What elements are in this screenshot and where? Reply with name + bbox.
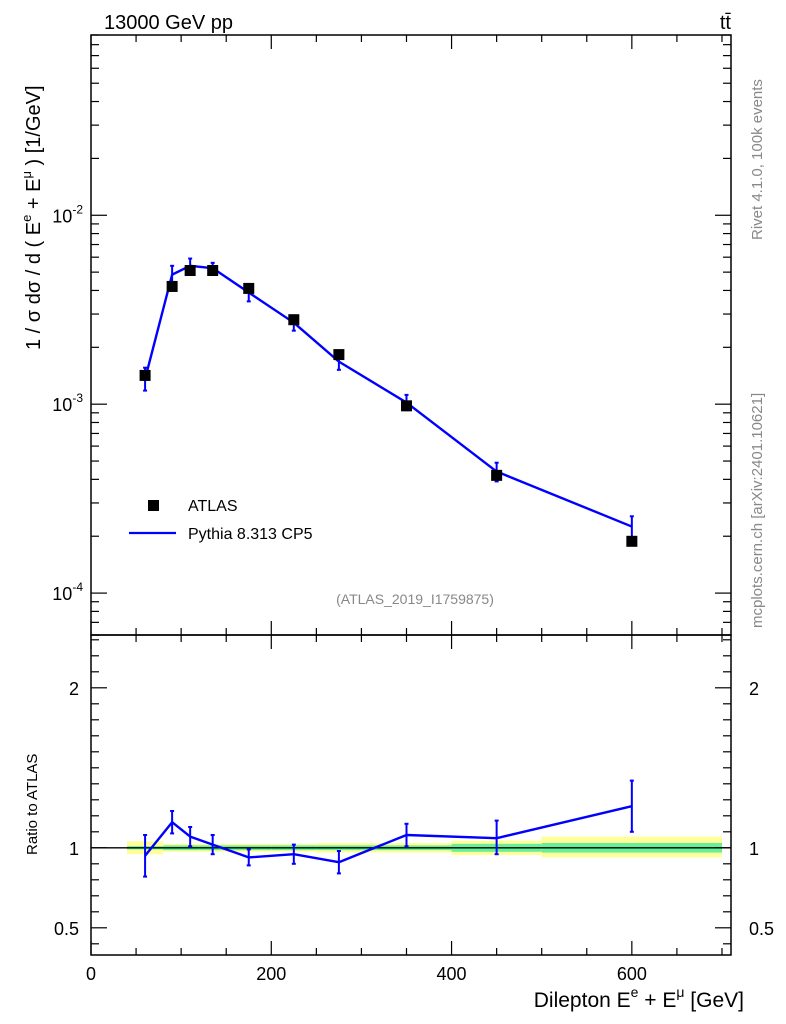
rivet-version-label: Rivet 4.1.0, 100k events xyxy=(749,79,766,240)
legend-data-marker xyxy=(148,500,159,511)
ratio-axis-ticks xyxy=(90,635,731,955)
x-tick-labels: 0 200 400 600 xyxy=(86,964,647,984)
main-y-axis-title: 1 / σ dσ / d ( Ee + Eμ ) [1/GeV] xyxy=(19,85,45,350)
data-point xyxy=(166,280,178,292)
x-tick-label-0: 0 xyxy=(86,964,96,984)
ratio-y-axis-title: Ratio to ATLAS xyxy=(24,754,41,855)
ratio-y-tick-label-right-0.5: 0.5 xyxy=(749,919,774,939)
y-tick-label-1e-4: 10-4 xyxy=(52,580,83,604)
ratio-line xyxy=(144,805,633,864)
x-tick-label-200: 200 xyxy=(256,964,286,984)
data-point xyxy=(288,314,300,326)
data-point xyxy=(491,469,503,481)
ratio-frame xyxy=(90,634,732,956)
ratio-y-tick-label-1: 1 xyxy=(69,839,79,859)
data-point xyxy=(184,265,196,277)
ratio-panel: 0.5 1 2 0.5 1 2 0 200 400 600 Ratio to A… xyxy=(24,634,774,1012)
legend-data-label: ATLAS xyxy=(188,498,238,515)
main-axis-ticks xyxy=(90,34,731,636)
data-point xyxy=(139,369,151,381)
x-tick-label-400: 400 xyxy=(437,964,467,984)
process-label: tt̄ xyxy=(720,12,732,34)
mc-series xyxy=(143,257,634,540)
data-point xyxy=(243,282,255,294)
ratio-y-tick-label-right-1: 1 xyxy=(749,839,759,859)
y-tick-label-1e-3: 10-3 xyxy=(52,391,83,415)
energy-label: 13000 GeV pp xyxy=(104,12,233,34)
ratio-series xyxy=(143,779,634,878)
data-point xyxy=(207,265,219,277)
data-point xyxy=(400,400,412,412)
analysis-label: (ATLAS_2019_I1759875) xyxy=(336,591,494,607)
main-panel: 10-4 10-3 10-2 ATLAS Pythia 8.313 CP5 (A… xyxy=(19,34,732,636)
legend-mc-label: Pythia 8.313 CP5 xyxy=(188,526,313,543)
data-point xyxy=(626,535,638,547)
mc-line xyxy=(143,264,633,528)
main-y-tick-labels: 10-4 10-3 10-2 xyxy=(52,202,83,604)
ratio-y-tick-labels: 0.5 1 2 0.5 1 2 xyxy=(54,679,774,939)
x-tick-label-600: 600 xyxy=(617,964,647,984)
x-axis-title: Dilepton Ee + Eμ [GeV] xyxy=(534,984,744,1012)
legend: ATLAS Pythia 8.313 CP5 xyxy=(129,498,313,543)
ratio-y-tick-label-0.5: 0.5 xyxy=(54,919,79,939)
data-point xyxy=(333,349,345,361)
ratio-y-tick-label-right-2: 2 xyxy=(749,679,759,699)
data-series xyxy=(139,265,638,547)
ratio-y-tick-label-2: 2 xyxy=(69,679,79,699)
mcplots-source-label: mcplots.cern.ch [arXiv:2401.10621] xyxy=(749,393,766,628)
y-tick-label-1e-2: 10-2 xyxy=(52,202,83,226)
